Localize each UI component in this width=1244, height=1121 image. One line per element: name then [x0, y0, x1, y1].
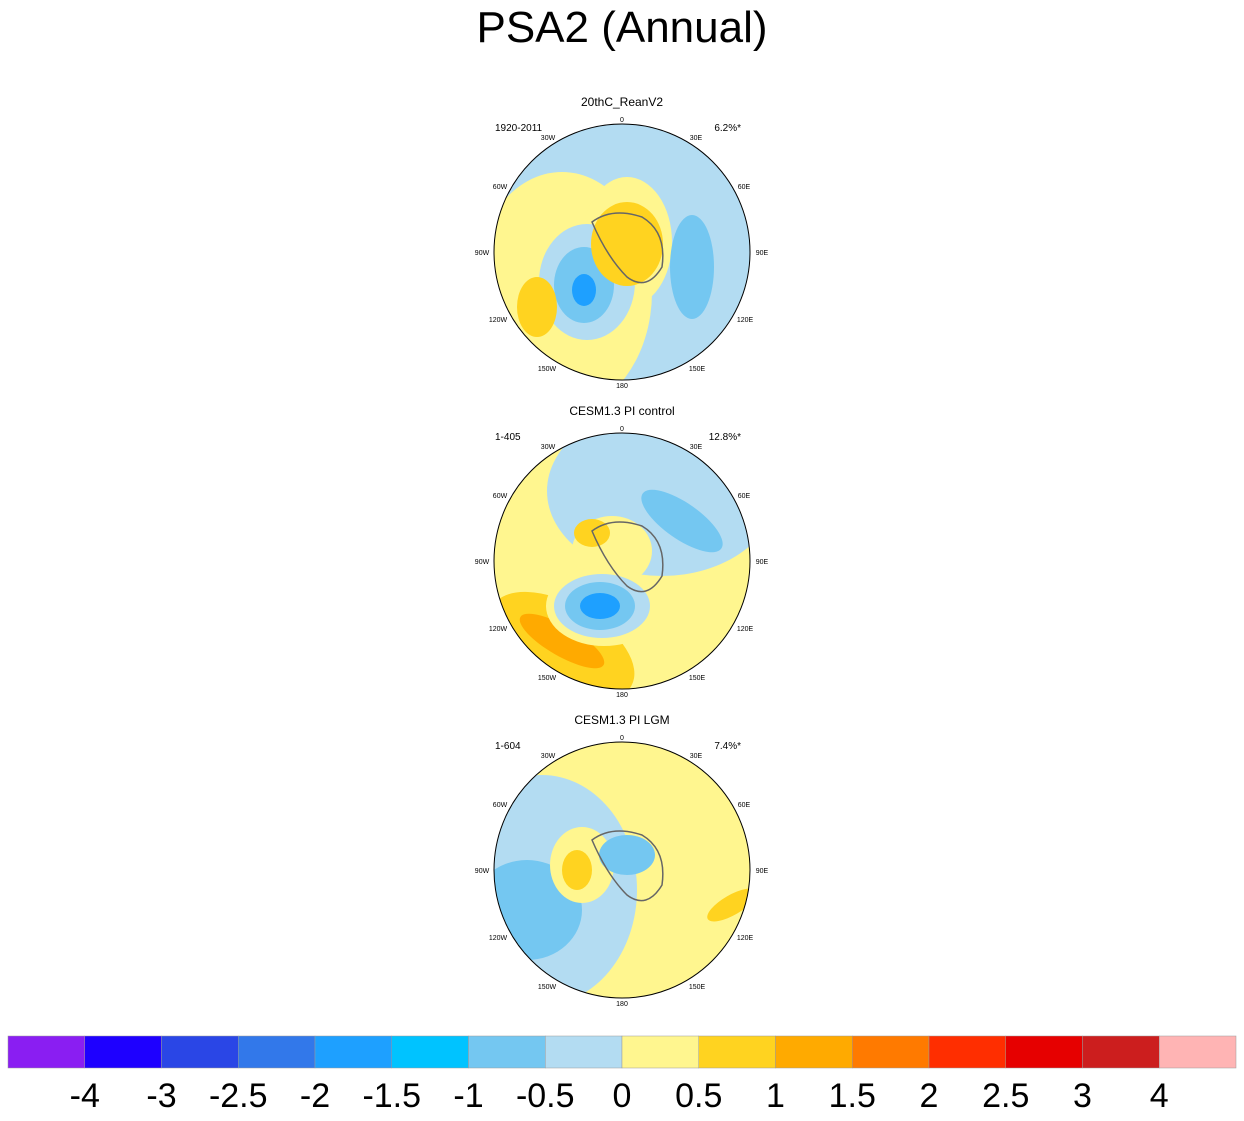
- longitude-label: 60E: [738, 802, 751, 809]
- longitude-label: 60W: [493, 493, 508, 500]
- colorbar-box: [928, 1035, 1006, 1069]
- colorbar-box: [468, 1035, 546, 1069]
- longitude-label: 0: [620, 426, 624, 433]
- panel-variance: 7.4%*: [714, 741, 741, 752]
- panel-title: CESM1.3 PI control: [569, 404, 674, 418]
- colorbar-box: [7, 1035, 85, 1069]
- longitude-label: 60W: [493, 802, 508, 809]
- panel-title: CESM1.3 PI LGM: [574, 713, 669, 727]
- colorbar-box: [545, 1035, 623, 1069]
- colorbar-box: [161, 1035, 239, 1069]
- colorbar-label: -4: [70, 1077, 100, 1115]
- panel-title: 20thC_ReanV2: [581, 95, 663, 109]
- longitude-label: 120W: [489, 935, 508, 942]
- figure-title: PSA2 (Annual): [476, 3, 767, 52]
- longitude-label: 150W: [538, 984, 557, 991]
- colorbar-box: [1082, 1035, 1160, 1069]
- longitude-label: 30W: [541, 135, 556, 142]
- colorbar-box: [314, 1035, 392, 1069]
- panel-variance: 6.2%*: [714, 123, 741, 134]
- colorbar-box: [621, 1035, 699, 1069]
- longitude-label: 90W: [475, 868, 490, 875]
- longitude-label: 30E: [690, 135, 703, 142]
- longitude-label: 150E: [689, 366, 706, 373]
- colorbar-label: -3: [146, 1077, 176, 1115]
- colorbar-box: [775, 1035, 853, 1069]
- longitude-label: 60W: [493, 184, 508, 191]
- longitude-label: 30W: [541, 753, 556, 760]
- longitude-label: 150W: [538, 675, 557, 682]
- longitude-label: 120W: [489, 317, 508, 324]
- colorbar-box: [698, 1035, 776, 1069]
- colorbar-label: 1.5: [829, 1077, 876, 1115]
- colorbar-box: [1005, 1035, 1083, 1069]
- colorbar-box: [238, 1035, 316, 1069]
- longitude-label: 90W: [475, 559, 490, 566]
- longitude-label: 150E: [689, 984, 706, 991]
- longitude-label: 0: [620, 117, 624, 124]
- longitude-label: 90E: [756, 559, 769, 566]
- colorbar-label: 3: [1073, 1077, 1092, 1115]
- colorbar-label: -1.5: [362, 1077, 421, 1115]
- panel-period: 1-405: [495, 432, 521, 443]
- longitude-label: 0: [620, 735, 624, 742]
- map-panel: [493, 123, 751, 381]
- longitude-label: 60E: [738, 493, 751, 500]
- panel-variance: 12.8%*: [709, 432, 741, 443]
- longitude-label: 120E: [737, 935, 754, 942]
- longitude-label: 150E: [689, 675, 706, 682]
- panel-period: 1-604: [495, 741, 521, 752]
- colorbar-label: 1: [766, 1077, 785, 1115]
- panel-period: 1920-2011: [495, 123, 543, 134]
- map-panel: [493, 741, 751, 999]
- longitude-label: 120E: [737, 626, 754, 633]
- longitude-label: 150W: [538, 366, 557, 373]
- colorbar-label: 0: [613, 1077, 632, 1115]
- longitude-label: 90W: [475, 250, 490, 257]
- longitude-label: 30W: [541, 444, 556, 451]
- longitude-label: 120W: [489, 626, 508, 633]
- colorbar-label: 2: [920, 1077, 939, 1115]
- longitude-label: 180: [616, 1001, 628, 1008]
- longitude-label: 60E: [738, 184, 751, 191]
- longitude-label: 90E: [756, 250, 769, 257]
- colorbar-label: 4: [1150, 1077, 1169, 1115]
- colorbar-label: -2: [300, 1077, 330, 1115]
- longitude-label: 120E: [737, 317, 754, 324]
- map-panel: [493, 432, 751, 690]
- longitude-label: 30E: [690, 444, 703, 451]
- colorbar-label: -2.5: [209, 1077, 268, 1115]
- colorbar-box: [391, 1035, 469, 1069]
- longitude-label: 180: [616, 383, 628, 390]
- longitude-label: 180: [616, 692, 628, 699]
- colorbar-label: 2.5: [982, 1077, 1029, 1115]
- longitude-label: 90E: [756, 868, 769, 875]
- longitude-label: 30E: [690, 753, 703, 760]
- colorbar-box: [852, 1035, 930, 1069]
- colorbar-box: [84, 1035, 162, 1069]
- colorbar-label: -1: [453, 1077, 483, 1115]
- colorbar-label: 0.5: [675, 1077, 722, 1115]
- colorbar-label: -0.5: [516, 1077, 575, 1115]
- colorbar-box: [1159, 1035, 1237, 1069]
